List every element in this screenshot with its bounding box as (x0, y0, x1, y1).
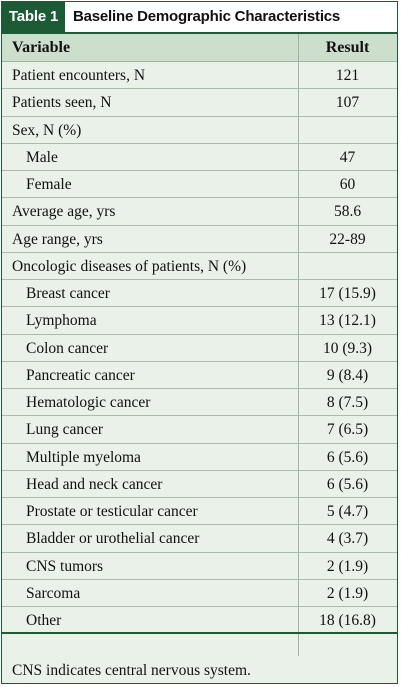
row-value: 2 (1.9) (326, 557, 369, 575)
row-label: Sex, N (%) (12, 121, 82, 139)
row-value: 9 (8.4) (326, 366, 369, 384)
row-value: 107 (335, 94, 360, 112)
column-header-variable: Variable (12, 39, 71, 56)
table-row: Patient encounters, N 121 (2, 62, 397, 90)
table-row: Colon cancer 10 (9.3) (2, 335, 397, 362)
table-row: Hematologic cancer 8 (7.5) (2, 389, 397, 417)
table-header: Table 1 Baseline Demographic Characteris… (2, 2, 397, 34)
row-label: Hematologic cancer (26, 394, 151, 411)
column-divider (298, 34, 299, 656)
row-value: 58.6 (333, 203, 362, 221)
row-value: 22-89 (329, 230, 366, 248)
row-value: 7 (6.5) (326, 421, 369, 439)
table-number-tag: Table 1 (2, 2, 65, 32)
table-row: Age range, yrs 22-89 (2, 226, 397, 253)
table-body: Patient encounters, N 121 Patients seen, N… (2, 62, 397, 635)
row-label: Breast cancer (26, 285, 110, 302)
table-row: Lung cancer 7 (6.5) (2, 416, 397, 444)
row-label: Bladder or urothelial cancer (26, 530, 200, 548)
row-value: 13 (12.1) (319, 312, 376, 330)
row-label: Oncologic diseases of patients, N (%) (12, 257, 247, 275)
row-label: Age range, yrs (12, 230, 103, 248)
row-label: Colon cancer (26, 339, 109, 357)
row-label: Prostate or testicular cancer (26, 503, 198, 520)
row-label: Female (26, 176, 72, 193)
table-row: Prostate or testicular cancer 5 (4.7) (2, 498, 397, 526)
table-title: Baseline Demographic Characteristics (73, 8, 341, 25)
row-value: 17 (15.9) (319, 285, 376, 302)
table-row: Male 47 (2, 144, 397, 171)
row-label: Lung cancer (26, 421, 104, 439)
row-label: Multiple myeloma (26, 448, 141, 466)
row-value: 10 (9.3) (322, 339, 373, 357)
table-row: Sex, N (%) (2, 117, 397, 144)
row-value: 4 (3.7) (326, 530, 369, 548)
row-label: Lymphoma (26, 312, 97, 330)
row-value: 18 (16.8) (319, 612, 376, 629)
row-value: 5 (4.7) (326, 503, 369, 520)
row-value: 8 (7.5) (326, 394, 369, 411)
row-label: Sarcoma (26, 584, 81, 602)
table-row: Patients seen, N 107 (2, 89, 397, 117)
table-row: Female 60 (2, 171, 397, 199)
table-row: Pancreatic cancer 9 (8.4) (2, 362, 397, 389)
table-row: Bladder or urothelial cancer 4 (3.7) (2, 525, 397, 553)
row-label: Patient encounters, N (12, 67, 146, 84)
table-row: Sarcoma 2 (1.9) (2, 580, 397, 607)
row-label: Average age, yrs (12, 203, 116, 221)
column-header-result: Result (325, 39, 370, 56)
table-footnote: CNS indicates central nervous system. (12, 662, 251, 679)
table-row: Average age, yrs 58.6 (2, 198, 397, 226)
row-label: Head and neck cancer (26, 475, 163, 493)
table-row: Lymphoma 13 (12.1) (2, 307, 397, 335)
row-label: Pancreatic cancer (26, 366, 135, 384)
row-label: Patients seen, N (12, 94, 112, 112)
table-row: Other 18 (16.8) (2, 607, 397, 635)
row-value: 2 (1.9) (326, 584, 369, 602)
row-value: 121 (335, 67, 360, 84)
table-row: Breast cancer 17 (15.9) (2, 280, 397, 308)
table-row: CNS tumors 2 (1.9) (2, 553, 397, 580)
row-value: 6 (5.6) (326, 475, 369, 493)
table-row: Oncologic diseases of patients, N (%) (2, 253, 397, 280)
row-label: Other (26, 612, 62, 629)
table-row: Multiple myeloma 6 (5.6) (2, 444, 397, 471)
row-value: 6 (5.6) (326, 448, 369, 466)
column-header-row: Variable Result (2, 34, 397, 62)
row-label: CNS tumors (26, 557, 104, 575)
table-row: Head and neck cancer 6 (5.6) (2, 471, 397, 498)
row-value: 47 (339, 148, 356, 166)
row-label: Male (26, 148, 58, 166)
row-value: 60 (339, 176, 356, 193)
